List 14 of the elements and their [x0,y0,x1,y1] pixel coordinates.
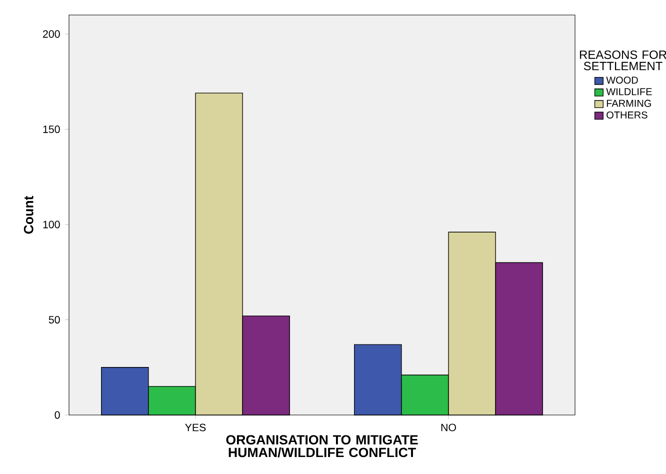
y-tick-label: 50 [48,316,60,324]
x-tick-label: YES [185,424,206,432]
y-tick-label: 150 [43,126,60,134]
legend-label: FARMING [606,100,651,107]
x-tick-label: NO [441,424,456,432]
legend-label: WILDLIFE [606,88,652,96]
x-axis-title: ORGANISATION TO MITIGATE HUMAN/WILDLIFE CONFLICT [226,435,418,458]
y-tick-label: 200 [43,30,60,38]
y-tick-label: 100 [43,220,60,228]
legend-label: WOOD [606,76,638,84]
legend-label: OTHERS [606,111,648,119]
legend-title: REASONS FOR SETTLEMENT [580,50,666,70]
y-tick-label: 0 [54,411,60,419]
y-axis-title: Count [24,196,34,234]
